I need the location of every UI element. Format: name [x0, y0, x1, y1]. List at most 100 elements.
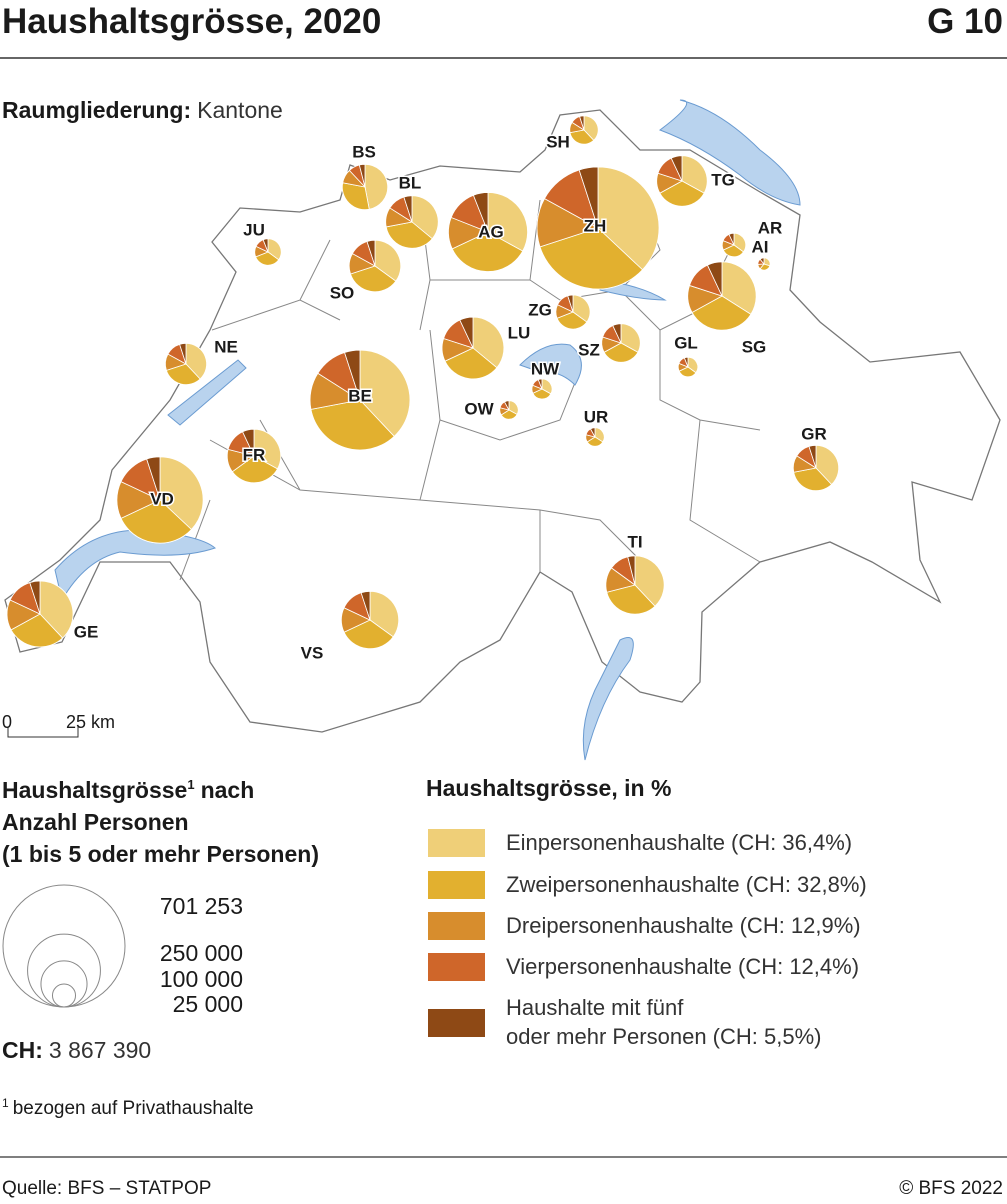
- pie-slice: [612, 323, 622, 344]
- size-legend-title-end: nach: [201, 777, 255, 803]
- pie: [441, 316, 505, 380]
- legend-item: Zweipersonenhaushalte (CH: 32,8%): [506, 872, 867, 897]
- pie: [499, 400, 519, 420]
- pie-slice: [572, 294, 591, 323]
- pie-slice: [537, 378, 543, 390]
- legend-item: Haushalte mit fünf oder mehr Personen (C…: [506, 995, 822, 1049]
- pie: [447, 191, 529, 273]
- region-label: VD: [150, 489, 174, 508]
- region-label: TI: [627, 532, 642, 551]
- pie: [757, 257, 771, 271]
- lake-lucerne: [519, 343, 582, 386]
- pie-slice: [358, 163, 366, 188]
- scale-start: 0: [2, 712, 12, 732]
- size-legend-line: Anzahl Personen: [2, 809, 189, 835]
- pie-slice: [444, 347, 498, 380]
- region-label: BE: [348, 386, 372, 405]
- region-label: Raumgliederung:: [2, 97, 191, 123]
- region-label: SO: [330, 283, 355, 302]
- total-label: CH:: [2, 1037, 43, 1063]
- pie-slice: [634, 555, 665, 607]
- pie-slice: [620, 323, 641, 353]
- pie-slice: [556, 311, 588, 330]
- region-label: UR: [584, 407, 609, 426]
- pie-slice: [539, 227, 644, 290]
- size-label: 701 253: [160, 893, 243, 919]
- badge: G 10: [927, 2, 1003, 41]
- size-legend-title-start: Haushaltsgrösse: [2, 777, 187, 803]
- size-label: 100 000: [160, 966, 243, 992]
- legend-swatch: [428, 1009, 485, 1037]
- pie-slice: [459, 316, 474, 349]
- region-label: ZH: [584, 216, 607, 235]
- legend-label: Haushalte mit fünf oder mehr Personen (C…: [506, 995, 822, 1049]
- region-value: Kantone: [197, 97, 283, 123]
- region-label: BL: [399, 173, 422, 192]
- pie-slice: [569, 129, 595, 145]
- pie-slice: [670, 155, 683, 182]
- total-value: 3 867 390: [49, 1037, 151, 1063]
- region-label: ZG: [528, 300, 552, 319]
- pie: [116, 456, 204, 544]
- region-label: JU: [243, 220, 265, 239]
- pie: [569, 115, 599, 145]
- pie: [340, 590, 400, 650]
- pie-slice: [590, 427, 596, 438]
- pie: [6, 580, 74, 648]
- pie-slice: [567, 294, 574, 313]
- pie: [348, 239, 402, 293]
- region-caption: Raumgliederung: Kantone: [2, 97, 283, 123]
- pie-slice: [728, 232, 735, 246]
- color-legend: Einpersonenhaushalte (CH: 36,4%) Zweipers…: [428, 829, 867, 1049]
- pie-slice: [606, 584, 656, 615]
- pie-slice: [687, 356, 699, 374]
- pie: [721, 232, 747, 258]
- pie-slice: [39, 580, 74, 639]
- footnote-mark: 1: [2, 1096, 9, 1110]
- pie: [656, 155, 708, 207]
- pie-slice: [231, 455, 278, 484]
- legend-label: Dreipersonenhaushalte (CH: 12,9%): [506, 913, 861, 938]
- pie-slice: [793, 467, 833, 492]
- pie-slice: [411, 195, 439, 240]
- pie-slice: [341, 182, 370, 211]
- legend-label: Zweipersonenhaushalte (CH: 32,8%): [506, 872, 867, 897]
- pie-slice: [374, 239, 402, 282]
- pie-slice: [10, 613, 64, 648]
- size-label: 250 000: [160, 940, 243, 966]
- pie-slice: [120, 499, 192, 544]
- pie-slice: [451, 231, 524, 272]
- title: Haushaltsgrösse, 2020: [2, 2, 381, 41]
- lake-constance: [658, 99, 801, 206]
- pie: [341, 163, 389, 211]
- pie-slice: [472, 316, 505, 369]
- pie-slice: [344, 349, 361, 401]
- pie-slice: [504, 400, 510, 411]
- pie-slice: [733, 232, 747, 253]
- pie: [536, 166, 660, 290]
- pie: [605, 555, 665, 615]
- region-label: FR: [243, 445, 266, 464]
- lake-geneva: [54, 529, 216, 602]
- region-label: NE: [214, 337, 238, 356]
- scale-bar: 0 25 km: [2, 712, 115, 738]
- pie-slice: [706, 261, 723, 297]
- pie: [164, 342, 208, 386]
- source: Quelle: BFS – STATPOP: [2, 1178, 211, 1199]
- pie-slice: [146, 456, 161, 501]
- size-legend-title: Haushaltsgrösse1 nach: [2, 777, 254, 803]
- legend-item: Vierpersonenhaushalte (CH: 12,4%): [506, 954, 859, 979]
- lake-maggiore: [582, 637, 634, 761]
- pie-slice: [403, 195, 413, 223]
- legend-swatch: [428, 953, 485, 981]
- region-label: AI: [752, 237, 769, 256]
- size-circle: [27, 933, 101, 1008]
- pie-slice: [364, 163, 389, 210]
- region-label: SZ: [578, 340, 600, 359]
- pie-slice: [681, 155, 708, 194]
- footnote-text: bezogen auf Privathaushalte: [13, 1098, 254, 1119]
- pie-slice: [487, 192, 528, 252]
- total: CH: 3 867 390: [2, 1037, 151, 1063]
